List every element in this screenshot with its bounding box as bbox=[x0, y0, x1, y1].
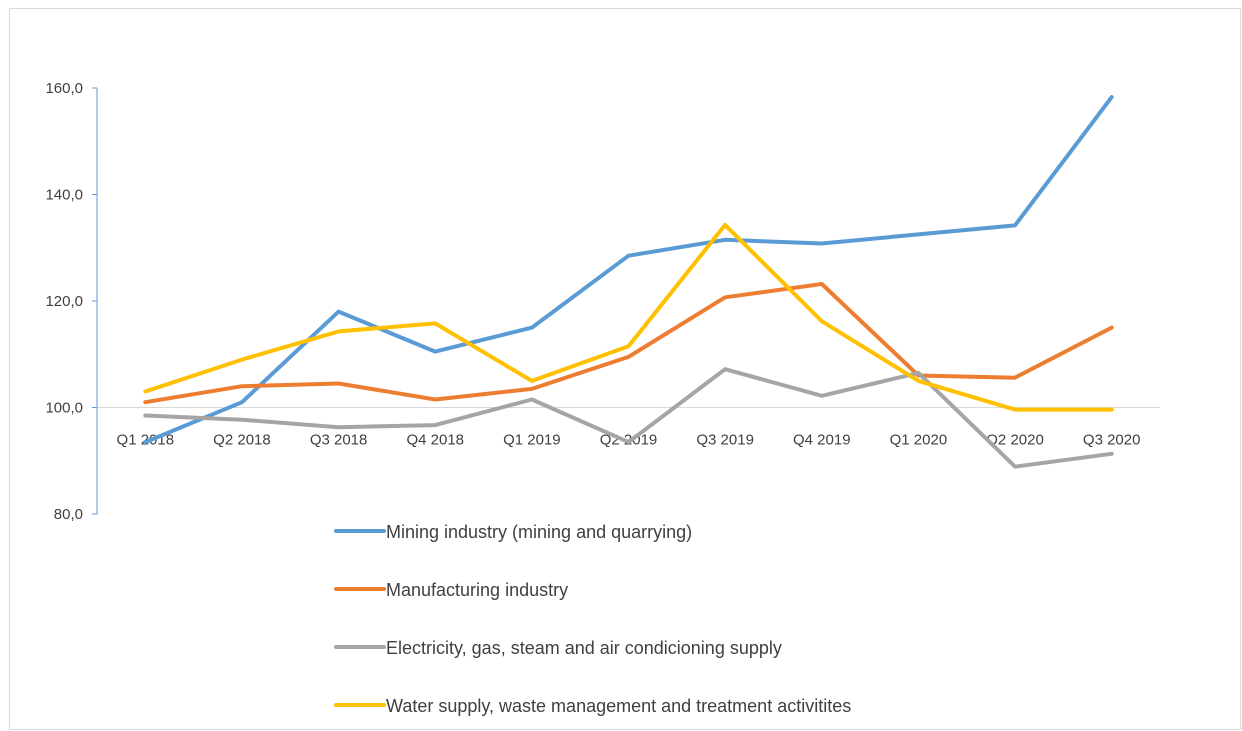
data-point bbox=[820, 394, 824, 398]
data-point bbox=[337, 310, 341, 314]
data-point bbox=[916, 232, 920, 236]
x-tick-label: Q1 2020 bbox=[890, 432, 948, 449]
data-point bbox=[1013, 376, 1017, 380]
data-point bbox=[820, 282, 824, 286]
y-tick-label: 80,0 bbox=[54, 506, 83, 523]
data-point bbox=[143, 413, 147, 417]
x-tick-label: Q3 2020 bbox=[1083, 432, 1141, 449]
data-point bbox=[337, 425, 341, 429]
x-tick-label: Q3 2019 bbox=[696, 432, 754, 449]
legend-label-1: Mining industry (mining and quarrying) bbox=[386, 522, 692, 542]
x-tick-label: Q2 2020 bbox=[986, 432, 1044, 449]
data-point bbox=[723, 238, 727, 242]
data-point bbox=[530, 398, 534, 402]
data-point bbox=[820, 319, 824, 323]
data-point bbox=[433, 423, 437, 427]
series-line-2 bbox=[143, 282, 1114, 405]
y-tick-label: 120,0 bbox=[45, 293, 83, 310]
data-point bbox=[1110, 95, 1114, 99]
data-point bbox=[240, 400, 244, 404]
data-point bbox=[916, 371, 920, 375]
data-point bbox=[1110, 326, 1114, 330]
legend-label-4: Water supply, waste management and treat… bbox=[386, 696, 851, 716]
data-point bbox=[240, 358, 244, 362]
data-point bbox=[143, 400, 147, 404]
data-point bbox=[433, 398, 437, 402]
series-line-1 bbox=[143, 95, 1114, 445]
y-tick-label: 160,0 bbox=[45, 80, 83, 97]
x-tick-label: Q4 2018 bbox=[406, 432, 464, 449]
data-point bbox=[1110, 452, 1114, 456]
x-tick-label: Q3 2018 bbox=[310, 432, 368, 449]
x-tick-label: Q1 2019 bbox=[503, 432, 561, 449]
data-point bbox=[627, 254, 631, 258]
legend-label-2: Manufacturing industry bbox=[386, 580, 568, 600]
data-point bbox=[337, 329, 341, 333]
legend-label-3: Electricity, gas, steam and air condicio… bbox=[386, 638, 782, 658]
data-point bbox=[820, 241, 824, 245]
x-tick-label: Q4 2019 bbox=[793, 432, 851, 449]
data-point bbox=[1013, 465, 1017, 469]
data-point bbox=[143, 440, 147, 444]
y-tick-label: 140,0 bbox=[45, 187, 83, 204]
data-point bbox=[240, 384, 244, 388]
data-point bbox=[723, 223, 727, 227]
x-tick-label: Q2 2018 bbox=[213, 432, 271, 449]
data-point bbox=[723, 367, 727, 371]
data-point bbox=[433, 350, 437, 354]
data-point bbox=[530, 326, 534, 330]
data-point bbox=[433, 321, 437, 325]
data-point bbox=[1110, 408, 1114, 412]
data-point bbox=[337, 382, 341, 386]
data-point bbox=[627, 440, 631, 444]
series-line-4 bbox=[143, 222, 1114, 412]
data-point bbox=[723, 295, 727, 299]
data-point bbox=[143, 390, 147, 394]
data-point bbox=[627, 355, 631, 359]
data-point bbox=[530, 387, 534, 391]
y-tick-label: 100,0 bbox=[45, 400, 83, 417]
series-line-3 bbox=[143, 367, 1114, 469]
data-point bbox=[240, 418, 244, 422]
data-point bbox=[916, 379, 920, 383]
data-point bbox=[1013, 408, 1017, 412]
data-point bbox=[627, 344, 631, 348]
data-point bbox=[530, 379, 534, 383]
data-point bbox=[1013, 223, 1017, 227]
